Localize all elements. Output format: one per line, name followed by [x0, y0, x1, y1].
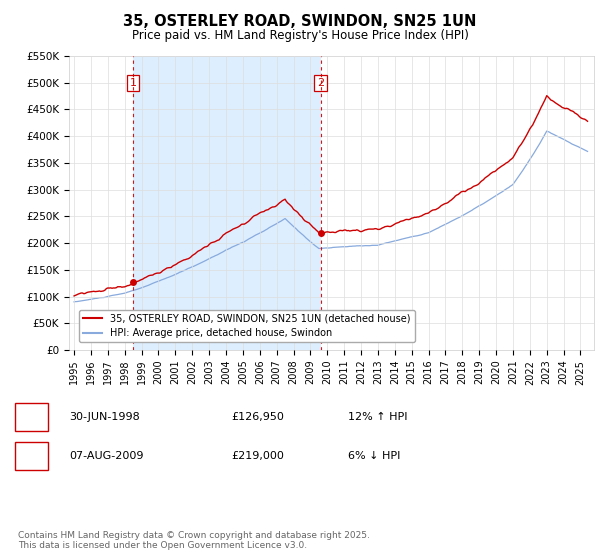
Text: 2: 2: [28, 450, 35, 463]
Text: £126,950: £126,950: [231, 412, 284, 422]
Text: 35, OSTERLEY ROAD, SWINDON, SN25 1UN: 35, OSTERLEY ROAD, SWINDON, SN25 1UN: [124, 14, 476, 29]
Text: Price paid vs. HM Land Registry's House Price Index (HPI): Price paid vs. HM Land Registry's House …: [131, 29, 469, 42]
Text: 30-JUN-1998: 30-JUN-1998: [69, 412, 140, 422]
Text: 1: 1: [130, 78, 137, 88]
Text: 2: 2: [317, 78, 324, 88]
Text: Contains HM Land Registry data © Crown copyright and database right 2025.
This d: Contains HM Land Registry data © Crown c…: [18, 530, 370, 550]
Text: 12% ↑ HPI: 12% ↑ HPI: [348, 412, 407, 422]
Text: 07-AUG-2009: 07-AUG-2009: [69, 451, 143, 461]
Legend: 35, OSTERLEY ROAD, SWINDON, SN25 1UN (detached house), HPI: Average price, detac: 35, OSTERLEY ROAD, SWINDON, SN25 1UN (de…: [79, 310, 415, 342]
Text: £219,000: £219,000: [231, 451, 284, 461]
Text: 1: 1: [28, 410, 35, 424]
Bar: [133, 56, 320, 350]
Text: 6% ↓ HPI: 6% ↓ HPI: [348, 451, 400, 461]
